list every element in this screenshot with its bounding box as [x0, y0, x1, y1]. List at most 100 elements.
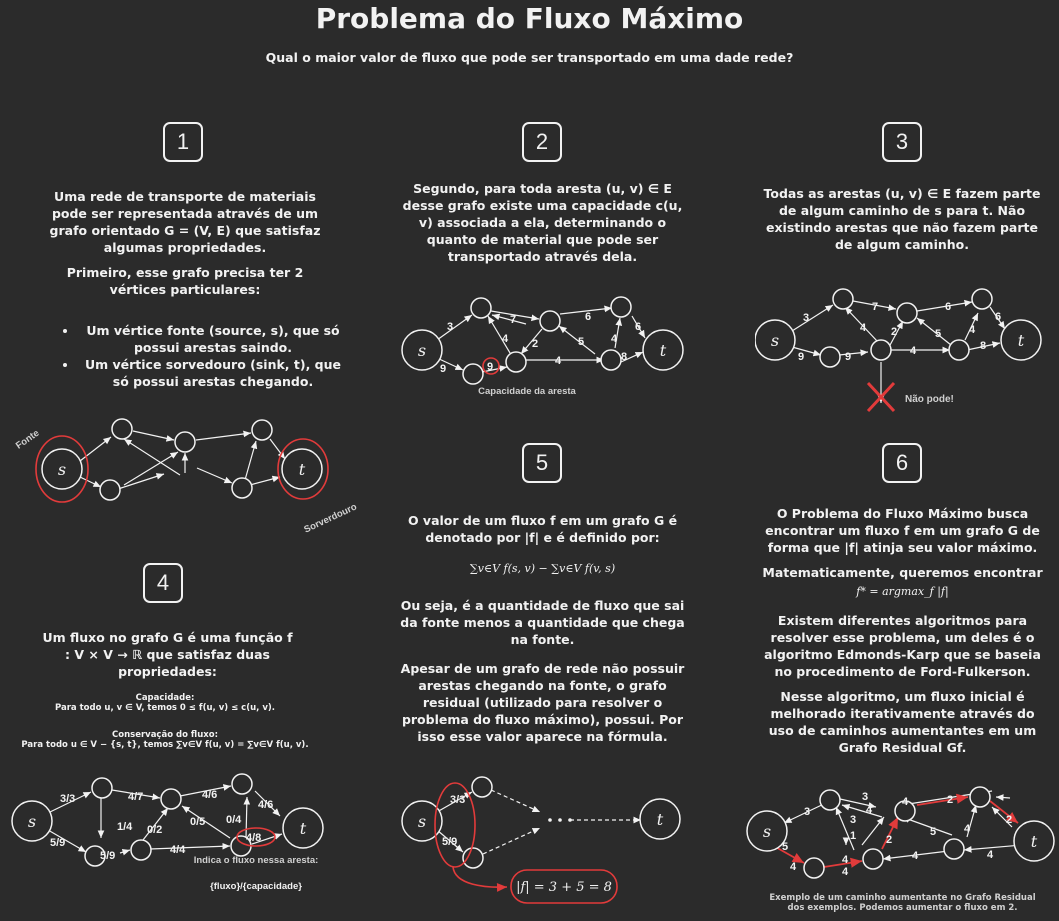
section5-text: O valor de um fluxo f em um grafo G é de… — [400, 512, 685, 753]
section6-paragraph-4: Nesse algoritmo, um fluxo inicial é melh… — [768, 689, 1037, 755]
edge-label: 7 — [510, 314, 516, 326]
flow-value-formula: ∑v∈V f(s, v) − ∑v∈V f(v, s) — [469, 562, 616, 575]
edge-label: 5/9 — [442, 836, 457, 848]
section5-paragraph-2: Ou seja, é a quantidade de fluxo que sai… — [400, 598, 685, 647]
edge-label: 6 — [585, 311, 591, 323]
flow-caption-line1: Indica o fluxo nessa aresta: — [194, 855, 319, 866]
node-t: t — [1031, 832, 1038, 851]
edge-label: 4 — [555, 355, 562, 367]
edge-label: 4 — [842, 866, 849, 878]
source-highlight — [35, 435, 89, 503]
section6-paragraph-2: Matematicamente, queremos encontrar — [762, 565, 1043, 580]
edge-label: 5 — [935, 328, 941, 340]
flow-caption-line2: {fluxo}/{capacidade} — [210, 881, 302, 892]
edge-label: 5 — [578, 336, 584, 348]
section4-text: Um fluxo no grafo G é uma função f : V ×… — [40, 629, 295, 688]
flow-highlight — [236, 827, 276, 847]
edge-label: 3 — [862, 791, 868, 803]
node-t: t — [657, 810, 664, 829]
section5-paragraph-1: O valor de um fluxo f em um grafo G é de… — [407, 513, 678, 545]
source-edges-highlight — [434, 782, 476, 868]
edge-label: 4 — [611, 333, 618, 345]
edge-label: 0/2 — [147, 824, 162, 836]
edge-label: 9 — [798, 351, 804, 363]
edge-label: 3/3 — [450, 794, 465, 806]
section2-paragraph-1: Segundo, para toda aresta (u, v) ∈ E des… — [402, 181, 683, 264]
edge-label: 4 — [860, 322, 867, 334]
edge-label: 2 — [532, 338, 538, 350]
edge-label: 7 — [872, 301, 878, 313]
edge-label: 4 — [842, 854, 849, 866]
edge-label: 8 — [621, 351, 627, 363]
edge-label: 2 — [1006, 814, 1012, 826]
section2-text: Segundo, para toda aresta (u, v) ∈ E des… — [400, 180, 685, 273]
edge-label: 4 — [902, 796, 909, 808]
node-s: s — [763, 822, 771, 841]
edge-label: 4 — [964, 823, 971, 835]
edge-label: 6 — [635, 321, 641, 333]
result-box — [510, 869, 618, 904]
step-badge-1: 1 — [163, 122, 203, 162]
edge-label: 5 — [930, 826, 936, 838]
edge-label: 0/5 — [190, 816, 205, 828]
node-s: s — [771, 331, 779, 350]
node-t: t — [1018, 331, 1025, 350]
edge-label-highlighted: 9 — [487, 361, 493, 373]
edge-label: 4 — [790, 861, 797, 873]
section5-paragraph-3: Apesar de um grafo de rede não possuir a… — [400, 661, 685, 744]
capacity-highlight — [482, 357, 500, 375]
edge-label: 5/9 — [100, 850, 115, 862]
node-t: t — [299, 460, 306, 479]
step-badge-3: 3 — [882, 122, 922, 162]
edge-label: 4 — [910, 345, 917, 357]
step-badge-6: 6 — [882, 443, 922, 483]
step-badge-4: 4 — [143, 563, 183, 603]
edge-label: 5/9 — [50, 837, 65, 849]
section1-graph: s t Fonte Sorverdouro — [14, 418, 359, 535]
capacity-rule: Para todo u, v ∈ V, temos 0 ≤ f(u, v) ≤ … — [54, 703, 275, 713]
conservation-property: Conservação do fluxo: Para todo u ∈ V − … — [20, 730, 310, 750]
node-t: t — [660, 341, 667, 360]
section1-paragraph-2: Primeiro, esse grafo precisa ter 2 vérti… — [66, 265, 304, 297]
result-value: |f| = 3 + 5 = 8 — [516, 880, 612, 895]
step-badge-5: 5 — [522, 443, 562, 483]
label-sorvedouro: Sorverdouro — [302, 501, 358, 535]
section4-paragraph-1: Um fluxo no grafo G é uma função f : V ×… — [42, 630, 293, 679]
result-arrow — [452, 866, 508, 892]
edge-label: 4 — [912, 850, 919, 862]
section3-paragraph-1: Todas as arestas (u, v) ∈ E fazem parte … — [763, 186, 1041, 252]
edge-label: 4 — [987, 849, 994, 861]
edge-label: 2 — [891, 326, 897, 338]
capacity-caption: Capacidade da aresta — [478, 386, 576, 397]
edge-label: 4 — [866, 804, 873, 816]
edge-label: 9 — [440, 363, 446, 375]
edge-label: 3 — [804, 806, 810, 818]
capacity-property: Capacidade: Para todo u, v ∈ V, temos 0 … — [30, 693, 300, 713]
edge-label: 4 — [969, 324, 976, 336]
section2-graph: s t 3 7 6 9 4 2 5 4 6 9 4 8 Capacidade d… — [401, 296, 684, 397]
step-badge-2: 2 — [522, 122, 562, 162]
edge-label-highlighted: 4/8 — [246, 832, 261, 844]
section6-paragraph-1: O Problema do Fluxo Máximo busca encontr… — [765, 506, 1040, 555]
section1-vertex-list: Um vértice fonte (source, s), que só pos… — [60, 322, 348, 390]
section3-text: Todas as arestas (u, v) ∈ E fazem parte … — [762, 185, 1042, 261]
conservation-rule: Para todo u ∈ V − {s, t}, temos ∑v∈V f(u… — [21, 740, 309, 750]
not-allowed-cross-icon — [866, 381, 896, 413]
section1-text: Uma rede de transporte de materiais pode… — [45, 188, 325, 306]
section1-paragraph-1: Uma rede de transporte de materiais pode… — [49, 189, 321, 255]
capacity-title: Capacidade: — [135, 693, 195, 703]
node-s: s — [28, 812, 36, 831]
edge-label: 1 — [850, 830, 856, 842]
section4-graph: s t 3/3 4/7 4/6 4/6 1/4 0/2 0/5 0/4 5/9 … — [11, 773, 324, 892]
edge-label: 6 — [995, 311, 1001, 323]
edge-label: 3 — [850, 814, 856, 826]
edge-label: 9 — [845, 351, 851, 363]
edge-label: 3 — [447, 321, 453, 333]
not-allowed-label: Não pode! — [905, 394, 954, 405]
edge-label: 4/6 — [258, 799, 273, 811]
edge-label: 4 — [502, 333, 509, 345]
edge-label: 8 — [980, 340, 986, 352]
section6-caption: Exemplo de um caminho aumentante no Graf… — [769, 893, 1036, 913]
section1-item-source: Um vértice fonte (source, s), que só pos… — [78, 322, 348, 356]
node-s: s — [418, 812, 426, 831]
